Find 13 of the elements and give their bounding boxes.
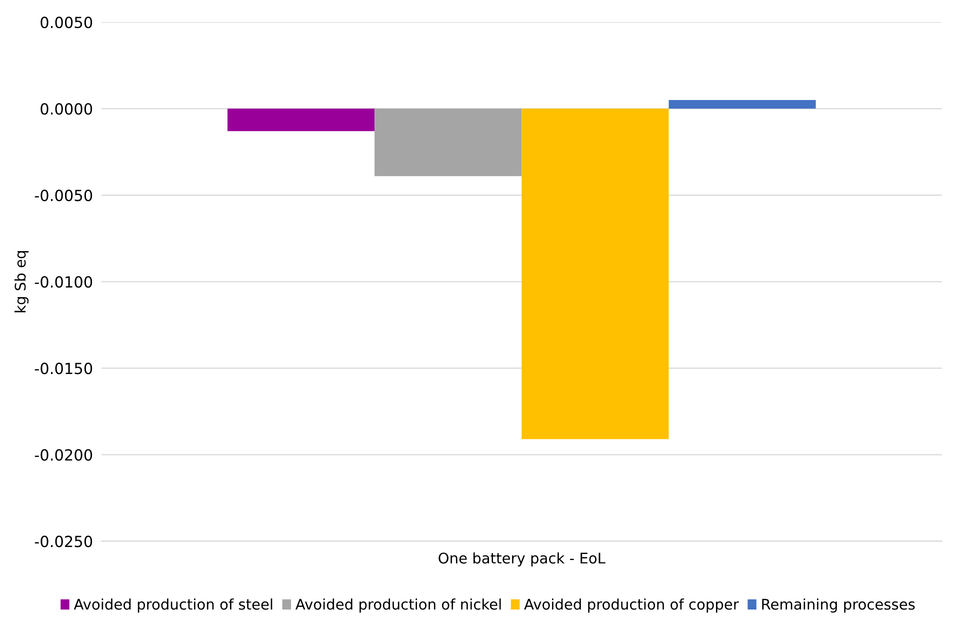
y-axis-title: kg Sb eq bbox=[14, 251, 29, 312]
legend-label: Remaining processes bbox=[762, 598, 915, 613]
y-tick-label: -0.0100 bbox=[34, 276, 92, 288]
legend-label: Avoided production of copper bbox=[524, 598, 739, 613]
y-tick-label: -0.0050 bbox=[34, 190, 92, 202]
legend-label: Avoided production of nickel bbox=[296, 598, 501, 613]
y-tick-label: 0.0000 bbox=[40, 103, 92, 115]
y-tick-label: 0.0050 bbox=[40, 16, 92, 28]
legend-label: Avoided production of steel bbox=[74, 598, 272, 613]
y-tick-label: -0.0250 bbox=[34, 536, 92, 548]
y-tick-label: -0.0200 bbox=[34, 449, 92, 461]
y-tick-label: -0.0150 bbox=[34, 362, 92, 374]
x-tick-label: One battery pack - EoL bbox=[438, 552, 606, 566]
